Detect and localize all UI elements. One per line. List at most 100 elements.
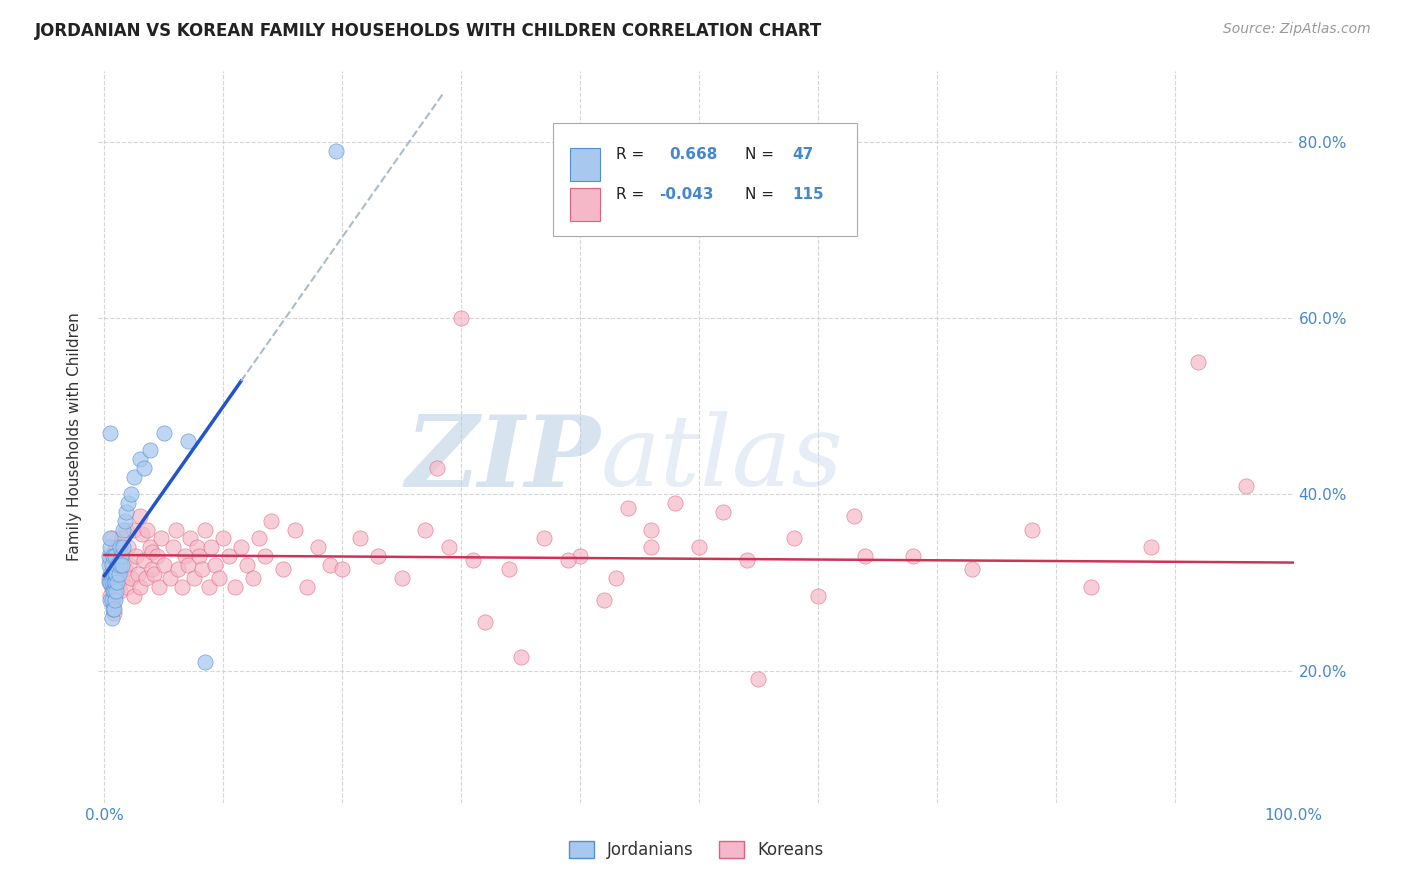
Point [98, 540, 121, 554]
Point [391, 571, 413, 585]
Point [688, 540, 710, 554]
Point [557, 553, 579, 567]
Bar [571, 148, 600, 181]
Point [165, 523, 187, 537]
Point [98, 593, 121, 607]
Point [605, 571, 627, 585]
Point [711, 505, 734, 519]
Point [117, 496, 139, 510]
Point [855, 549, 877, 563]
Point [167, 562, 190, 576]
Point [148, 580, 170, 594]
Point [117, 540, 139, 554]
Point [533, 532, 555, 546]
Point [842, 509, 865, 524]
Point [247, 532, 270, 546]
Point [260, 514, 283, 528]
Point [120, 487, 142, 501]
Point [183, 571, 205, 585]
Point [204, 558, 226, 572]
Point [592, 593, 614, 607]
Point [319, 558, 342, 572]
Point [115, 580, 138, 594]
Point [224, 580, 246, 594]
Point [186, 540, 208, 554]
Point [104, 575, 127, 590]
Point [415, 523, 437, 537]
Point [153, 558, 176, 572]
Point [98, 553, 121, 567]
Point [162, 540, 184, 554]
Point [218, 549, 240, 563]
Point [101, 584, 124, 599]
Point [111, 532, 134, 546]
Point [179, 532, 201, 546]
Point [150, 532, 173, 546]
Point [191, 562, 214, 576]
Point [616, 500, 638, 515]
Point [1080, 580, 1102, 594]
Point [136, 523, 159, 537]
Text: N =: N = [745, 146, 773, 161]
Point [439, 540, 461, 554]
Point [349, 532, 371, 546]
Point [111, 558, 134, 572]
Text: R =: R = [616, 146, 644, 161]
Point [131, 527, 153, 541]
Point [111, 571, 134, 585]
Point [107, 566, 129, 581]
Point [236, 558, 259, 572]
Point [138, 540, 160, 554]
Point [159, 571, 181, 585]
Point [118, 558, 141, 572]
Point [100, 593, 122, 607]
Point [114, 505, 136, 519]
Point [103, 602, 125, 616]
Point [103, 575, 125, 590]
Point [194, 655, 217, 669]
Point [107, 580, 129, 594]
Point [307, 540, 329, 554]
Point [176, 558, 198, 572]
Point [783, 532, 806, 546]
Point [253, 549, 276, 563]
Point [132, 461, 155, 475]
Point [198, 580, 221, 594]
Point [141, 562, 163, 576]
Point [100, 580, 122, 594]
Point [664, 496, 686, 510]
Point [1234, 478, 1257, 492]
Point [101, 602, 124, 616]
Point [101, 566, 124, 581]
Point [461, 553, 484, 567]
Point [107, 558, 129, 572]
Point [122, 589, 145, 603]
Text: N =: N = [745, 186, 773, 202]
Point [100, 575, 122, 590]
Point [367, 549, 389, 563]
Point [640, 540, 662, 554]
Point [103, 607, 125, 621]
Point [962, 562, 984, 576]
Point [474, 615, 496, 629]
Point [176, 434, 198, 449]
Point [104, 566, 127, 581]
Point [108, 584, 131, 599]
Y-axis label: Family Households with Children: Family Households with Children [67, 313, 83, 561]
Point [127, 566, 149, 581]
Point [98, 558, 121, 572]
Point [509, 650, 531, 665]
Text: JORDANIAN VS KOREAN FAMILY HOUSEHOLDS WITH CHILDREN CORRELATION CHART: JORDANIAN VS KOREAN FAMILY HOUSEHOLDS WI… [35, 22, 823, 40]
Point [194, 523, 217, 537]
Point [112, 523, 135, 537]
Point [174, 549, 197, 563]
Point [98, 566, 121, 581]
Point [242, 571, 264, 585]
Point [284, 523, 307, 537]
Point [101, 549, 124, 563]
Point [110, 549, 132, 563]
Point [138, 443, 160, 458]
Point [114, 514, 136, 528]
Point [120, 571, 142, 585]
Point [108, 540, 131, 554]
